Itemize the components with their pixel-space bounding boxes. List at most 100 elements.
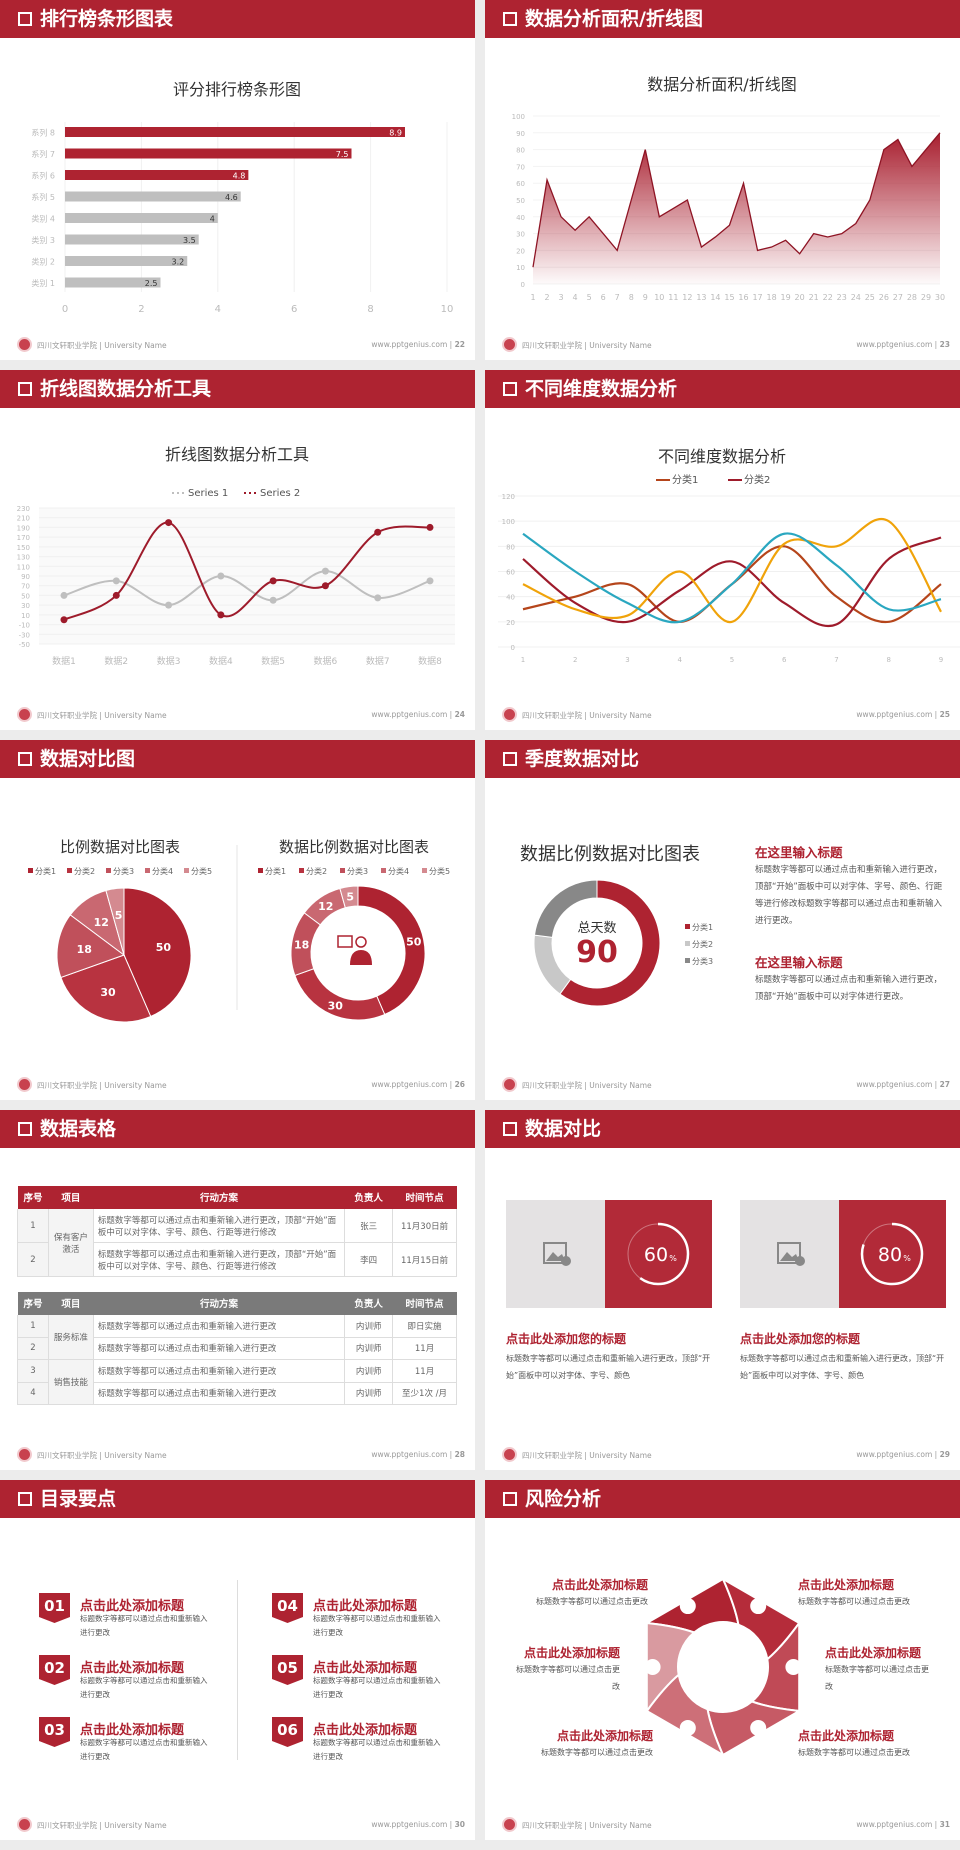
x-tick-label: 22 (823, 293, 833, 302)
block-text: 标题数字等都可以通过点击和重新输入进行更改，顶部“开始”面板中可以对字体进行更改… (755, 975, 943, 1002)
page-number: 27 (939, 1080, 950, 1089)
footer-right: www.pptgenius.com | 22 (371, 340, 465, 349)
slide-title: 季度数据对比 (525, 748, 640, 770)
cell-plan: 标题数字等都可以通过点击和重新输入进行更改 (92, 1314, 346, 1338)
slide-title: 数据对比 (525, 1118, 602, 1140)
slice-label: 12 (94, 916, 109, 929)
footer-right: www.pptgenius.com | 28 (371, 1450, 465, 1459)
percent-unit: % (669, 1254, 677, 1263)
x-tick-label: 16 (738, 293, 748, 302)
slide-26: 数据对比图 四川文轩职业学院 | University Name www.pptge… (0, 740, 475, 1100)
slide-header: 数据表格 (0, 1110, 475, 1148)
footer-site: www.pptgenius.com (371, 340, 448, 349)
pie-chart-icon (750, 1719, 767, 1736)
block-title: 在这里输入标题 (755, 845, 843, 860)
school-logo-icon (17, 1817, 32, 1832)
legend-label: 分类2 (692, 939, 713, 949)
slide-footer: 四川文轩职业学院 | University Name www.pptgenius.… (485, 702, 960, 730)
building-icon (679, 1719, 696, 1736)
slide-footer: 四川文轩职业学院 | University Name www.pptgenius.… (485, 332, 960, 360)
slide-footer: 四川文轩职业学院 | University Name www.pptgenius.… (485, 1072, 960, 1100)
bar (65, 148, 352, 159)
footer-right: www.pptgenius.com | 31 (856, 1820, 950, 1829)
footer-separator: | (932, 340, 940, 349)
school-logo-icon (17, 1447, 32, 1462)
risk-title: 点击此处添加标题 (798, 1729, 895, 1743)
slide-23: 数据分析面积/折线图 四川文轩职业学院 | University Name www.… (485, 0, 960, 360)
slide-footer: 四川文轩职业学院 | University Name www.pptgenius.… (0, 702, 475, 730)
x-tick-label: 数据5 (261, 655, 285, 667)
toc-title: 点击此处添加标题 (80, 1723, 185, 1738)
card-title: 点击此处添加您的标题 (506, 1332, 627, 1346)
cell-deadline: 11月 (392, 1359, 457, 1383)
x-tick-label: 12 (682, 293, 692, 302)
number-badge: 01 (39, 1593, 70, 1623)
image-add-icon (777, 1242, 805, 1266)
x-tick-label: 29 (921, 293, 931, 302)
column-header: 序号 (17, 1185, 49, 1209)
footer-school-name: 四川文轩职业学院 | University Name (522, 1451, 652, 1460)
column-header: 负责人 (344, 1185, 393, 1209)
data-point (374, 594, 382, 602)
bar-value-label: 4.8 (233, 172, 246, 181)
slide-title: 数据表格 (40, 1118, 117, 1140)
footer-site: www.pptgenius.com (371, 1080, 448, 1089)
footer-site: www.pptgenius.com (856, 1820, 933, 1829)
toc-title: 点击此处添加标题 (80, 1599, 185, 1614)
x-tick-label: 数据7 (366, 655, 390, 667)
card-title: 点击此处添加您的标题 (740, 1332, 861, 1346)
x-tick-label: 4 (573, 293, 578, 302)
page-number: 29 (939, 1450, 950, 1459)
x-tick-label: 1 (521, 656, 525, 664)
pie-slice (294, 968, 386, 1021)
chart-title: 不同维度数据分析 (658, 447, 786, 466)
x-tick-label: 27 (893, 293, 903, 302)
slice-label: 18 (294, 938, 309, 951)
footer-right: www.pptgenius.com | 25 (856, 710, 950, 719)
slice-label: 18 (77, 943, 92, 956)
cell-deadline: 11月 (392, 1336, 457, 1360)
x-tick-label: 数据4 (209, 655, 233, 667)
footer-site: www.pptgenius.com (856, 340, 933, 349)
legend-swatch (381, 868, 386, 873)
footer-site: www.pptgenius.com (371, 710, 448, 719)
category-label: 类别 2 (31, 257, 55, 267)
y-tick-label: 110 (17, 563, 30, 571)
school-logo-icon (502, 337, 517, 352)
bar-value-label: 7.5 (336, 150, 349, 159)
school-logo-icon (17, 707, 32, 722)
compare-cards: 60% 80% (506, 1200, 946, 1308)
y-tick-label: 100 (512, 113, 525, 121)
cell-owner: 内训师 (344, 1336, 394, 1360)
legend-label: 分类1 (692, 922, 713, 932)
x-tick-label: 24 (851, 293, 861, 302)
x-tick-label: 1 (530, 293, 535, 302)
x-tick-label: 数据2 (104, 655, 128, 667)
series-line (63, 521, 431, 621)
chart-title: 折线图数据分析工具 (165, 445, 309, 464)
footer-right: www.pptgenius.com | 26 (371, 1080, 465, 1089)
x-tick-label: 26 (879, 293, 889, 302)
cell-plan: 标题数字等都可以通过点击和重新输入进行更改 (92, 1381, 346, 1405)
block-title: 在这里输入标题 (755, 955, 843, 970)
column-header: 项目 (48, 1185, 94, 1209)
risk-cycle (644, 1578, 802, 1756)
footer-right: www.pptgenius.com | 30 (371, 1820, 465, 1829)
cycle-segment (645, 1622, 696, 1712)
legend-label: 分类1 (672, 473, 698, 486)
center-value: 90 (576, 935, 618, 970)
slice-label: 12 (318, 900, 333, 913)
data-point (269, 596, 277, 604)
slide-title: 折线图数据分析工具 (40, 378, 212, 400)
risk-title: 点击此处添加标题 (551, 1578, 648, 1592)
cell-deadline: 11月15日前 (392, 1242, 457, 1277)
slide-footer: 四川文轩职业学院 | University Name www.pptgenius.… (0, 1072, 475, 1100)
checkbox-square-icon (503, 1492, 517, 1506)
x-tick-label: 8 (887, 656, 891, 664)
y-tick-label: 80 (516, 147, 525, 155)
toc-text: 标题数字等都可以通过点击和重新输入进行更改 (313, 1676, 441, 1699)
cell-group: 保有客户激活 (47, 1208, 94, 1277)
x-tick-label: 13 (696, 293, 706, 302)
x-tick-label: 8 (367, 304, 373, 315)
